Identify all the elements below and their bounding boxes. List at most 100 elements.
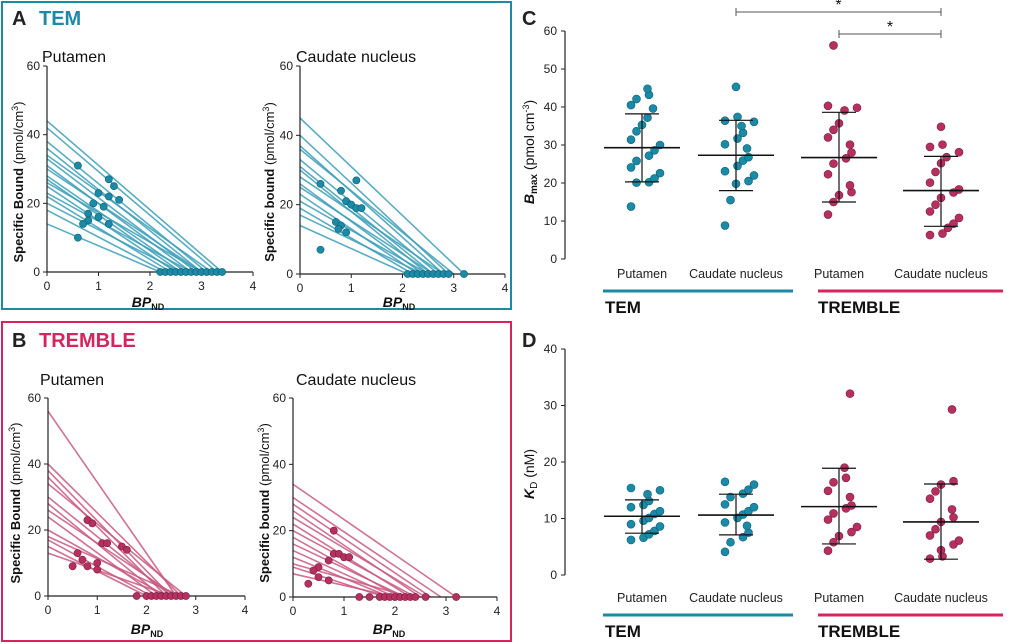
data-point — [626, 135, 636, 144]
data-point — [931, 200, 940, 209]
data-point — [720, 518, 730, 527]
data-point — [720, 166, 730, 176]
y-axis-label: KD (nM) — [521, 449, 540, 499]
data-point — [823, 169, 833, 179]
regression-line — [292, 503, 432, 598]
data-point — [74, 161, 82, 170]
data-point — [931, 487, 940, 496]
data-point — [334, 225, 343, 233]
y-tick-label: 60 — [28, 391, 42, 405]
data-point — [626, 519, 636, 529]
data-point — [632, 127, 641, 136]
x-tick-label: 3 — [198, 279, 205, 293]
data-point — [847, 527, 856, 537]
data-point — [954, 536, 964, 545]
panel-d-letter: D — [522, 330, 536, 352]
data-point — [925, 531, 935, 540]
y-tick-label: 40 — [273, 457, 287, 471]
regression-line — [46, 120, 223, 273]
data-point — [352, 176, 361, 185]
data-point — [742, 521, 752, 531]
data-point — [93, 559, 102, 567]
data-point — [845, 389, 855, 398]
data-point — [411, 593, 420, 601]
data-point — [643, 113, 652, 122]
data-point — [644, 151, 654, 160]
regression-line — [46, 178, 182, 273]
data-point — [89, 199, 98, 208]
x-tick-label: 0 — [297, 281, 304, 295]
data-point — [626, 100, 636, 110]
data-point — [720, 221, 730, 230]
data-point — [104, 220, 113, 228]
y-tick-label: 40 — [28, 457, 42, 471]
panel-a-letter: A — [12, 8, 26, 30]
data-point — [733, 112, 742, 122]
plot-bmax: Bmax (pmol cm-3) TEM TREMBLE 0 10 20 30 40 50… — [521, 0, 1003, 317]
regression-line — [46, 154, 213, 273]
regression-line — [46, 127, 218, 273]
regression-line — [292, 543, 406, 598]
x-tick-label: 4 — [502, 281, 509, 295]
y-tick-label: 60 — [27, 59, 41, 73]
data-point — [88, 519, 97, 528]
data-point — [938, 229, 947, 238]
group-label-tem: TEM — [605, 298, 641, 317]
y-tick-label: 40 — [544, 100, 558, 114]
regression-line — [299, 145, 445, 275]
y-tick-label: 20 — [544, 455, 558, 469]
x-tick-label: 4 — [494, 604, 501, 618]
category-label: Caudate nucleus — [689, 267, 783, 281]
data-point — [931, 524, 940, 534]
data-point — [337, 186, 345, 195]
data-point — [726, 492, 735, 502]
data-point — [132, 592, 141, 600]
data-point — [316, 179, 325, 188]
data-point — [749, 502, 759, 512]
data-point — [421, 593, 430, 601]
data-point — [342, 228, 351, 237]
data-point — [316, 245, 325, 254]
regression-line — [299, 117, 465, 275]
y-tick-label: 40 — [27, 128, 41, 142]
panel-a-title: TEM — [39, 8, 81, 30]
x-tick-label: 0 — [44, 279, 51, 293]
category-label: Putamen — [617, 591, 667, 605]
data-point — [845, 140, 855, 149]
data-point — [309, 566, 318, 575]
data-point — [74, 233, 82, 242]
data-point — [115, 195, 123, 204]
data-point — [444, 270, 453, 278]
data-point — [324, 556, 333, 565]
data-point — [632, 94, 641, 104]
x-tick-label: 0 — [45, 603, 52, 617]
data-point — [655, 522, 665, 531]
data-point — [954, 147, 964, 157]
y-tick-label: 20 — [280, 198, 294, 212]
data-point — [78, 555, 87, 564]
y-tick-label: 10 — [544, 214, 558, 228]
regression-line — [292, 483, 457, 598]
category-label: Putamen — [617, 267, 667, 281]
y-axis-label: Bmax (pmol cm-3) — [521, 100, 540, 204]
y-tick-label: 0 — [286, 267, 293, 281]
plot-tem-caudate: Caudate nucleus Specific bound (pmol/cm3… — [261, 49, 509, 312]
regression-line — [47, 502, 162, 597]
data-point — [626, 502, 636, 512]
data-point — [345, 553, 353, 562]
data-point — [852, 522, 862, 532]
data-point — [829, 509, 838, 518]
data-point — [744, 176, 753, 186]
panel-b-frame — [1, 321, 512, 642]
y-tick-label: 20 — [28, 523, 42, 537]
y-tick-label: 20 — [544, 176, 558, 190]
data-point — [925, 178, 935, 187]
regression-line — [299, 214, 424, 275]
data-point — [122, 545, 131, 554]
x-tick-label: 3 — [192, 603, 199, 617]
x-tick-label: 3 — [450, 281, 457, 295]
regression-line — [46, 202, 182, 273]
data-point — [731, 82, 741, 92]
data-point — [460, 270, 468, 278]
